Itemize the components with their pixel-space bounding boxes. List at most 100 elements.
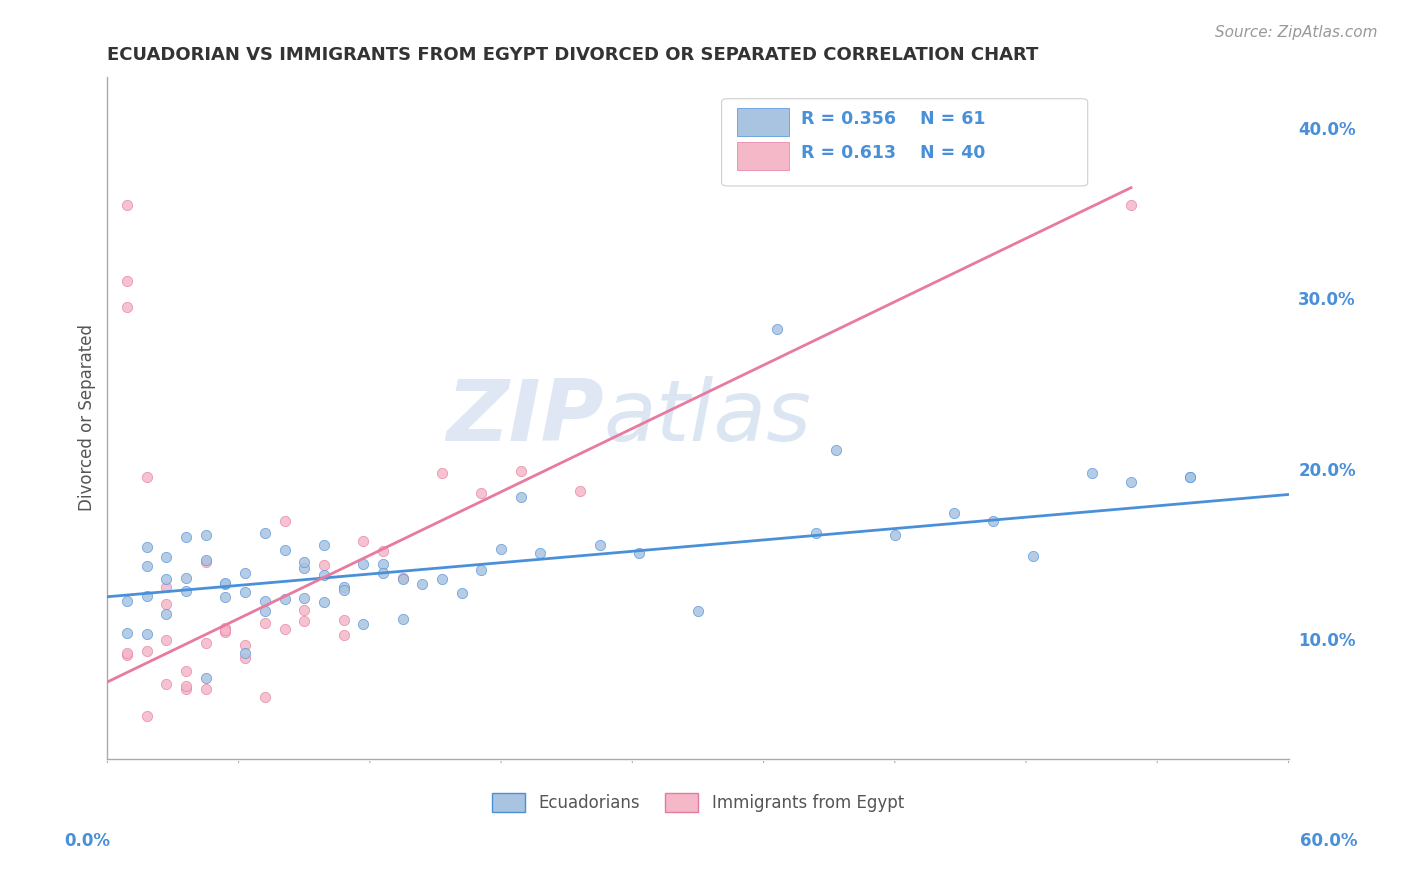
Point bbox=[253, 690, 276, 704]
Point bbox=[214, 576, 236, 591]
Point bbox=[824, 442, 846, 457]
Point bbox=[155, 580, 177, 594]
Point bbox=[470, 563, 492, 577]
Text: R = 0.356    N = 61: R = 0.356 N = 61 bbox=[800, 110, 986, 128]
Point bbox=[430, 573, 453, 587]
Point bbox=[174, 664, 197, 678]
FancyBboxPatch shape bbox=[721, 99, 1088, 186]
Point bbox=[292, 591, 315, 605]
Point bbox=[214, 624, 236, 639]
Point bbox=[194, 528, 217, 542]
Point bbox=[312, 595, 335, 609]
Legend: Ecuadorians, Immigrants from Egypt: Ecuadorians, Immigrants from Egypt bbox=[485, 786, 911, 819]
Point bbox=[411, 577, 433, 591]
Point bbox=[1178, 470, 1201, 484]
Point bbox=[135, 558, 157, 573]
Text: atlas: atlas bbox=[603, 376, 811, 459]
Point bbox=[371, 557, 394, 571]
Point bbox=[352, 558, 374, 572]
Point bbox=[233, 585, 256, 599]
Point bbox=[115, 198, 138, 212]
Text: R = 0.613    N = 40: R = 0.613 N = 40 bbox=[800, 145, 986, 162]
Point bbox=[371, 566, 394, 580]
Point bbox=[942, 506, 965, 520]
Text: 0.0%: 0.0% bbox=[65, 831, 110, 849]
Point bbox=[155, 597, 177, 611]
Point bbox=[332, 581, 354, 595]
Point bbox=[312, 558, 335, 572]
Point bbox=[214, 590, 236, 604]
Point bbox=[470, 486, 492, 500]
Point bbox=[332, 582, 354, 597]
Point bbox=[233, 651, 256, 665]
Point bbox=[194, 682, 217, 697]
Y-axis label: Divorced or Separated: Divorced or Separated bbox=[79, 325, 96, 511]
Point bbox=[292, 555, 315, 569]
Point bbox=[292, 602, 315, 616]
Text: Source: ZipAtlas.com: Source: ZipAtlas.com bbox=[1215, 25, 1378, 40]
Point bbox=[883, 528, 905, 542]
Point bbox=[273, 543, 295, 558]
Point bbox=[135, 627, 157, 641]
Point bbox=[509, 490, 531, 504]
Point bbox=[1021, 549, 1043, 564]
Point bbox=[155, 550, 177, 565]
Point bbox=[273, 515, 295, 529]
Point bbox=[115, 646, 138, 660]
Point bbox=[509, 464, 531, 478]
Point bbox=[233, 566, 256, 580]
Point bbox=[588, 538, 610, 552]
Text: 60.0%: 60.0% bbox=[1301, 831, 1357, 849]
Point bbox=[135, 589, 157, 603]
Point bbox=[253, 594, 276, 608]
Text: ZIP: ZIP bbox=[446, 376, 603, 459]
Point bbox=[391, 612, 413, 626]
Text: ECUADORIAN VS IMMIGRANTS FROM EGYPT DIVORCED OR SEPARATED CORRELATION CHART: ECUADORIAN VS IMMIGRANTS FROM EGYPT DIVO… bbox=[107, 46, 1039, 64]
Point bbox=[1080, 466, 1102, 480]
Point bbox=[686, 604, 709, 618]
Point bbox=[155, 572, 177, 586]
Point bbox=[214, 623, 236, 637]
Point bbox=[568, 484, 591, 499]
Point bbox=[155, 677, 177, 691]
Point bbox=[174, 584, 197, 599]
Point bbox=[489, 541, 512, 556]
Point bbox=[352, 534, 374, 549]
Point bbox=[115, 594, 138, 608]
Point bbox=[174, 681, 197, 696]
Point bbox=[391, 571, 413, 585]
Point bbox=[332, 628, 354, 642]
Point bbox=[115, 274, 138, 288]
Point bbox=[194, 555, 217, 569]
Point bbox=[981, 514, 1004, 528]
Point bbox=[194, 553, 217, 567]
Point bbox=[253, 615, 276, 630]
Point bbox=[253, 525, 276, 540]
Point bbox=[312, 538, 335, 552]
Point bbox=[391, 572, 413, 586]
Point bbox=[273, 591, 295, 606]
Point bbox=[174, 571, 197, 585]
Point bbox=[135, 644, 157, 658]
Point bbox=[155, 607, 177, 621]
Point bbox=[214, 621, 236, 635]
Point bbox=[233, 638, 256, 652]
Point bbox=[174, 531, 197, 545]
Point bbox=[115, 300, 138, 314]
Point bbox=[194, 671, 217, 685]
Point bbox=[292, 614, 315, 628]
Point bbox=[1119, 198, 1142, 212]
Point bbox=[332, 613, 354, 627]
Point bbox=[115, 625, 138, 640]
Point bbox=[1119, 475, 1142, 490]
Point bbox=[253, 604, 276, 618]
Point bbox=[135, 709, 157, 723]
Point bbox=[273, 623, 295, 637]
Point bbox=[115, 648, 138, 662]
Point bbox=[1178, 470, 1201, 484]
Point bbox=[233, 646, 256, 660]
Point bbox=[765, 322, 787, 336]
Point bbox=[450, 586, 472, 600]
Point bbox=[214, 576, 236, 591]
Point bbox=[312, 567, 335, 582]
